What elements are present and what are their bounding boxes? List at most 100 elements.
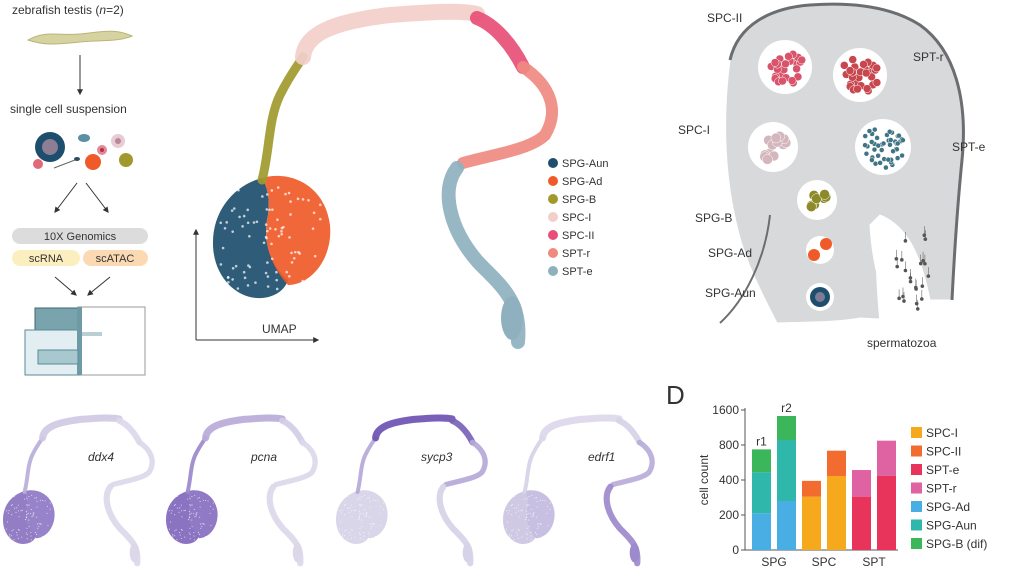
feature-edrf1-texture-dot <box>545 538 547 540</box>
umap-texture-dot <box>266 275 270 278</box>
feature-pcna-texture-dot <box>201 523 203 525</box>
feature-edrf1-texture-dot <box>530 539 532 541</box>
cell <box>872 126 878 133</box>
y-tick-label: 400 <box>719 473 739 487</box>
umap-texture-dot <box>242 270 246 274</box>
umap-texture-dot <box>265 193 269 196</box>
umap-texture-dot <box>266 285 270 288</box>
feature-pcna-texture-dot <box>181 516 183 518</box>
umap-texture-dot <box>318 217 322 221</box>
feature-sycp3-texture-dot <box>349 534 351 536</box>
feature-sycp3-texture-dot <box>372 499 374 501</box>
cell <box>778 76 787 86</box>
feature-edrf1-texture-dot <box>509 534 511 536</box>
gene-label: edrf1 <box>588 450 615 464</box>
feature-ddx4-texture-dot <box>5 510 7 512</box>
testis-label: spermatozoa <box>867 336 937 350</box>
feature-pcna-texture-dot <box>176 495 178 497</box>
sperm-head <box>894 257 899 261</box>
feature-ddx4-texture-dot <box>26 527 28 529</box>
cell <box>848 55 857 64</box>
umap-texture-dot <box>312 211 316 215</box>
cell <box>896 132 902 139</box>
spg-aun-cyst <box>806 283 834 311</box>
arrow <box>87 276 111 296</box>
feature-edrf1-texture-dot <box>541 535 544 538</box>
feature-ddx4-texture-dot <box>9 536 11 538</box>
feature-edrf1-texture-dot <box>518 516 520 518</box>
feature-pcna-texture-dot <box>200 527 202 529</box>
umap-texture-dot <box>236 187 240 191</box>
feature-ddx4-texture-dot <box>28 496 30 498</box>
feature-edrf1-texture-dot <box>520 510 522 512</box>
feature-sycp3-texture-dot <box>338 510 340 512</box>
feature-pcna-texture-dot <box>203 523 205 525</box>
cell <box>859 60 868 69</box>
feature-plot-pcna <box>165 414 318 567</box>
feature-sycp3-texture-dot <box>344 530 346 532</box>
feature-sycp3-texture-dot <box>342 496 344 498</box>
feature-pcna-texture-dot <box>199 533 201 535</box>
feature-edrf1-texture-dot <box>530 508 532 511</box>
feature-pcna-texture-dot <box>174 503 176 506</box>
umap-texture-dot <box>311 227 315 230</box>
chart-legend-label: SPG-B (dif) <box>926 537 987 551</box>
feature-ddx4-cluster-ad <box>24 490 55 539</box>
feature-ddx4-texture-dot <box>36 506 38 508</box>
umap-texture-dot <box>232 207 236 210</box>
feature-sycp3-cluster-sptr <box>443 439 488 488</box>
sperm-head <box>920 297 924 301</box>
feature-pcna-texture-dot <box>169 521 172 523</box>
feature-pcna-texture-dot <box>188 516 190 518</box>
cell <box>887 137 894 143</box>
feature-sycp3-texture-dot <box>358 511 360 513</box>
feature-sycp3-texture-dot <box>363 508 365 511</box>
cell <box>868 139 875 145</box>
feature-ddx4-texture-dot <box>30 508 32 511</box>
feature-ddx4-texture-dot <box>35 497 38 499</box>
feature-pcna-texture-dot <box>172 539 174 541</box>
feature-edrf1-texture-dot <box>517 510 520 512</box>
feature-ddx4-texture-dot <box>11 535 13 537</box>
umap-texture-dot <box>227 280 230 284</box>
feature-ddx4-texture-dot <box>41 535 44 538</box>
feature-ddx4-cluster-b <box>22 435 45 494</box>
sperm-head <box>923 261 927 266</box>
feature-pcna-texture-dot <box>179 534 181 536</box>
umap-texture-dot <box>248 234 251 238</box>
feature-edrf1-texture-dot <box>536 506 538 508</box>
feature-edrf1-texture-dot <box>530 535 532 537</box>
feature-edrf1-texture-dot <box>511 514 513 516</box>
feature-sycp3-texture-dot <box>363 539 365 541</box>
umap-texture-dot <box>307 198 310 202</box>
feature-ddx4-texture-dot <box>33 512 35 514</box>
feature-plot-edrf1 <box>502 414 655 567</box>
feature-sycp3-texture-dot <box>345 529 347 531</box>
umap-texture-dot <box>234 264 238 268</box>
feature-sycp3-texture-dot <box>342 539 344 541</box>
feature-sycp3-texture-dot <box>369 523 372 525</box>
chart-legend-swatch <box>911 519 922 531</box>
umap-texture-dot <box>270 242 273 246</box>
feature-sycp3-texture-dot <box>382 508 384 510</box>
umap-texture-dot <box>219 263 223 266</box>
feature-ddx4-texture-dot <box>24 519 27 521</box>
sperm-head <box>908 276 913 280</box>
feature-sycp3-cluster-b <box>355 435 378 494</box>
feature-sycp3-texture-dot <box>353 510 355 512</box>
cell <box>770 58 780 67</box>
bar-segment-spc-i <box>827 475 846 550</box>
feature-sycp3-texture-dot <box>342 494 344 496</box>
cell <box>840 61 849 70</box>
umap-texture-dot <box>275 287 279 291</box>
feature-edrf1-texture-dot <box>546 512 548 514</box>
feature-ddx4-cluster-aun <box>2 491 36 544</box>
bar-segment-spc-ii <box>827 450 846 476</box>
feature-ddx4-texture-dot <box>27 504 29 506</box>
feature-sycp3-texture-dot <box>344 514 346 516</box>
umap-texture-dot <box>316 274 319 277</box>
umap-texture-dot <box>288 275 291 278</box>
feature-pcna-texture-dot <box>205 499 207 502</box>
cell <box>784 52 793 61</box>
feature-sycp3-texture-dot <box>361 519 363 521</box>
